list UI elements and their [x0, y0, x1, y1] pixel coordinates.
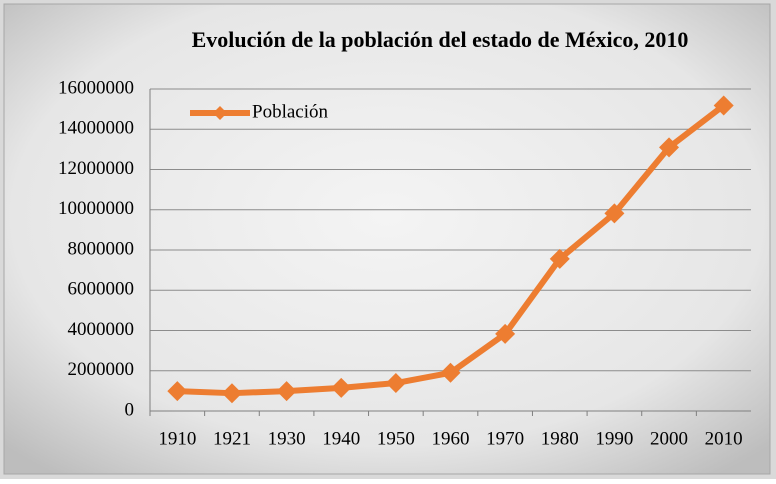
x-tick-label: 1990	[595, 428, 633, 449]
y-tick-label: 16000000	[58, 77, 134, 98]
y-tick-label: 2000000	[68, 359, 135, 380]
legend-label: Población	[252, 101, 328, 122]
chart-title: Evolución de la población del estado de …	[192, 27, 689, 52]
y-tick-label: 6000000	[68, 279, 135, 300]
y-tick-label: 14000000	[58, 118, 134, 139]
x-tick-label: 1930	[268, 428, 306, 449]
y-tick-label: 10000000	[58, 198, 134, 219]
page: {"chart_data": {"type": "line", "title":…	[0, 0, 776, 479]
y-tick-label: 8000000	[68, 238, 135, 259]
y-tick-label: 4000000	[68, 319, 135, 340]
y-tick-label: 0	[125, 399, 135, 420]
x-tick-label: 1970	[486, 428, 524, 449]
chart: Evolución de la población del estado de …	[0, 0, 776, 479]
x-tick-label: 1940	[322, 428, 360, 449]
x-tick-label: 1921	[213, 428, 251, 449]
x-tick-label: 1950	[377, 428, 415, 449]
x-tick-label: 2010	[705, 428, 743, 449]
x-tick-label: 1910	[158, 428, 196, 449]
x-tick-label: 1960	[432, 428, 470, 449]
y-tick-label: 12000000	[58, 158, 134, 179]
x-tick-label: 2000	[650, 428, 688, 449]
x-tick-label: 1980	[541, 428, 579, 449]
